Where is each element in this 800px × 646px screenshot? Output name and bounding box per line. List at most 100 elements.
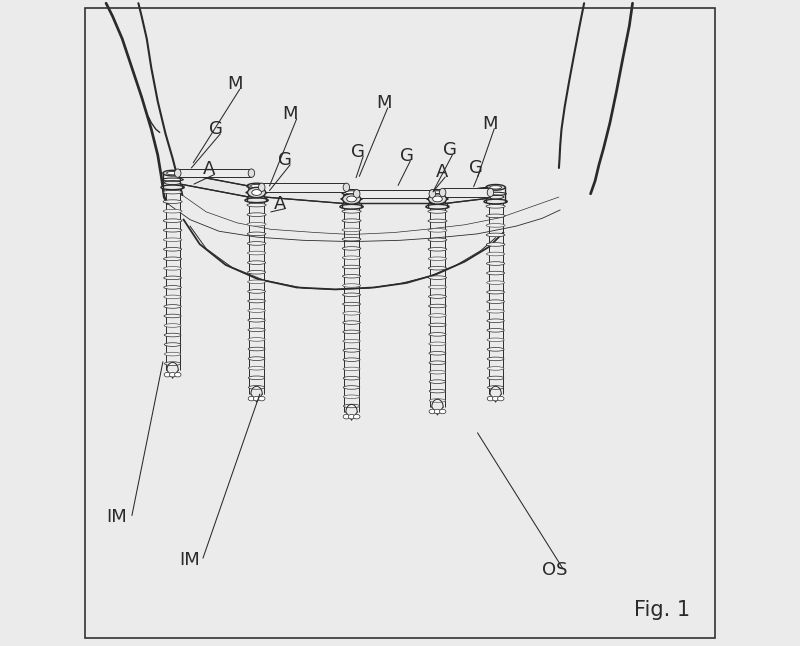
Ellipse shape xyxy=(343,415,350,419)
Ellipse shape xyxy=(342,190,362,195)
Ellipse shape xyxy=(429,286,446,289)
Ellipse shape xyxy=(486,185,506,190)
Ellipse shape xyxy=(439,410,446,414)
Ellipse shape xyxy=(428,229,447,232)
Ellipse shape xyxy=(343,395,360,399)
Ellipse shape xyxy=(354,190,360,198)
Ellipse shape xyxy=(342,256,361,260)
Ellipse shape xyxy=(163,219,182,222)
Ellipse shape xyxy=(434,410,441,414)
Text: Fig. 1: Fig. 1 xyxy=(634,601,690,620)
Ellipse shape xyxy=(429,351,446,355)
Polygon shape xyxy=(178,169,251,178)
Ellipse shape xyxy=(487,386,504,390)
Text: G: G xyxy=(399,147,414,165)
Ellipse shape xyxy=(163,171,182,176)
Ellipse shape xyxy=(428,276,446,280)
Ellipse shape xyxy=(486,300,505,304)
Ellipse shape xyxy=(247,271,266,274)
Ellipse shape xyxy=(343,377,360,380)
Ellipse shape xyxy=(430,390,446,393)
Ellipse shape xyxy=(342,247,361,250)
Ellipse shape xyxy=(170,372,176,377)
Ellipse shape xyxy=(258,397,265,401)
Ellipse shape xyxy=(429,361,446,364)
Ellipse shape xyxy=(164,352,181,356)
Ellipse shape xyxy=(429,295,446,298)
Polygon shape xyxy=(442,189,490,196)
Ellipse shape xyxy=(248,366,265,370)
Ellipse shape xyxy=(164,333,181,337)
Ellipse shape xyxy=(429,410,435,414)
Ellipse shape xyxy=(486,224,505,227)
Ellipse shape xyxy=(487,367,504,370)
Ellipse shape xyxy=(439,189,446,196)
Ellipse shape xyxy=(428,257,446,260)
Ellipse shape xyxy=(343,358,360,361)
Ellipse shape xyxy=(429,323,446,327)
Text: A: A xyxy=(436,163,448,182)
Ellipse shape xyxy=(164,276,182,280)
Ellipse shape xyxy=(342,209,361,213)
Ellipse shape xyxy=(174,169,181,178)
Ellipse shape xyxy=(248,280,266,284)
Ellipse shape xyxy=(343,386,360,390)
Polygon shape xyxy=(247,186,266,200)
Ellipse shape xyxy=(487,357,504,360)
Ellipse shape xyxy=(486,271,505,275)
Ellipse shape xyxy=(163,229,182,232)
Polygon shape xyxy=(359,193,430,203)
Polygon shape xyxy=(428,193,447,207)
Ellipse shape xyxy=(487,189,494,196)
Ellipse shape xyxy=(342,302,361,306)
Ellipse shape xyxy=(248,347,265,351)
Ellipse shape xyxy=(161,185,184,190)
Ellipse shape xyxy=(487,348,504,351)
Ellipse shape xyxy=(428,190,447,195)
Ellipse shape xyxy=(163,257,182,260)
Text: G: G xyxy=(443,141,457,159)
Text: G: G xyxy=(209,120,223,138)
Ellipse shape xyxy=(484,199,507,204)
Ellipse shape xyxy=(248,194,265,198)
Ellipse shape xyxy=(342,321,360,324)
Text: G: G xyxy=(470,159,483,177)
Ellipse shape xyxy=(487,376,504,380)
Ellipse shape xyxy=(164,286,182,289)
Ellipse shape xyxy=(486,233,505,236)
Ellipse shape xyxy=(429,314,446,317)
Ellipse shape xyxy=(340,204,363,209)
Text: M: M xyxy=(282,105,298,123)
Polygon shape xyxy=(446,187,488,203)
Ellipse shape xyxy=(487,195,504,199)
Ellipse shape xyxy=(486,214,505,218)
Ellipse shape xyxy=(258,183,265,192)
Ellipse shape xyxy=(342,311,360,315)
Ellipse shape xyxy=(342,228,361,232)
Ellipse shape xyxy=(343,349,360,352)
Ellipse shape xyxy=(490,185,502,189)
Ellipse shape xyxy=(498,397,504,401)
Ellipse shape xyxy=(429,194,446,204)
Polygon shape xyxy=(486,187,506,202)
Polygon shape xyxy=(180,173,249,197)
Ellipse shape xyxy=(247,203,266,207)
Ellipse shape xyxy=(486,290,505,294)
Text: A: A xyxy=(274,195,286,213)
Ellipse shape xyxy=(343,200,360,204)
Ellipse shape xyxy=(174,372,181,377)
Ellipse shape xyxy=(348,415,354,419)
Ellipse shape xyxy=(250,184,262,188)
Ellipse shape xyxy=(486,262,505,266)
Ellipse shape xyxy=(430,399,446,402)
Ellipse shape xyxy=(433,196,442,202)
Ellipse shape xyxy=(163,200,182,203)
Ellipse shape xyxy=(164,372,170,377)
Ellipse shape xyxy=(166,171,178,175)
Ellipse shape xyxy=(429,380,446,384)
Ellipse shape xyxy=(164,295,182,298)
Ellipse shape xyxy=(354,415,360,419)
Ellipse shape xyxy=(248,299,266,303)
Ellipse shape xyxy=(342,194,361,204)
Ellipse shape xyxy=(342,275,361,278)
